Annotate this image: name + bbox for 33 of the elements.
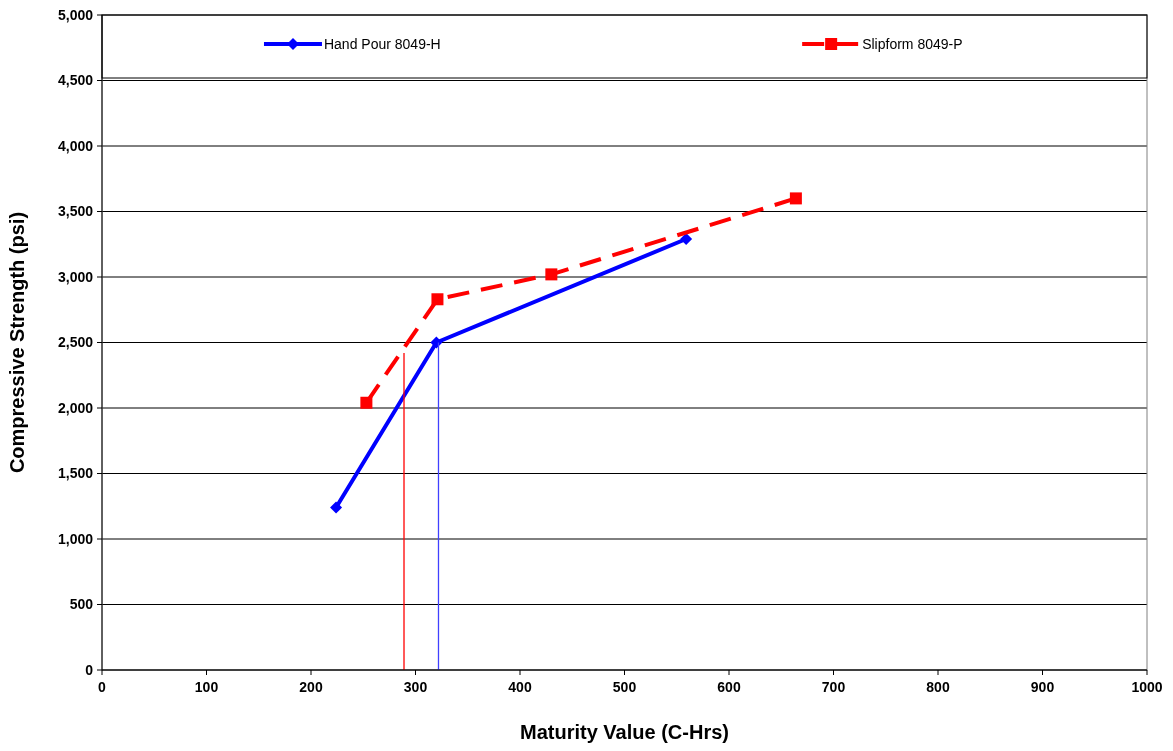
y-tick-label: 2,000 xyxy=(57,399,94,416)
x-tick-label: 0 xyxy=(98,679,107,695)
y-tick-label: 5,000 xyxy=(57,6,94,23)
y-tick-label: 2,500 xyxy=(57,334,94,351)
y-tick-label: 3,500 xyxy=(57,203,94,220)
x-tick-label: 400 xyxy=(508,679,532,695)
x-tick-label: 300 xyxy=(403,679,428,695)
legend-label: Slipform 8049-P xyxy=(862,35,963,52)
y-tick-label: 1,500 xyxy=(57,465,94,482)
y-tick-label: 500 xyxy=(69,596,94,613)
x-tick-label: 1000 xyxy=(1131,679,1163,695)
point xyxy=(789,192,802,205)
x-tick-label: 200 xyxy=(299,679,323,695)
point xyxy=(680,233,693,246)
point xyxy=(330,501,343,514)
point xyxy=(360,396,373,409)
x-tick-label: 100 xyxy=(194,679,219,695)
x-axis-title: Maturity Value (C-Hrs) xyxy=(520,721,729,743)
legend-label: Hand Pour 8049-H xyxy=(323,35,441,52)
x-tick-label: 500 xyxy=(612,679,637,695)
y-tick-label: 1,000 xyxy=(57,530,94,547)
y-tick-label: 4,500 xyxy=(57,72,94,89)
y-tick-label: 4,000 xyxy=(57,137,94,154)
x-tick-label: 600 xyxy=(717,679,741,695)
y-tick-label: 0 xyxy=(85,661,94,678)
x-tick-label: 900 xyxy=(1030,679,1055,695)
y-axis-title: Compressive Strength (psi) xyxy=(6,211,28,474)
point xyxy=(545,268,558,281)
point xyxy=(431,293,444,306)
point xyxy=(430,336,443,349)
y-tick-label: 3,000 xyxy=(57,268,94,285)
x-tick-label: 700 xyxy=(821,679,846,695)
x-tick-label: 800 xyxy=(926,679,950,695)
